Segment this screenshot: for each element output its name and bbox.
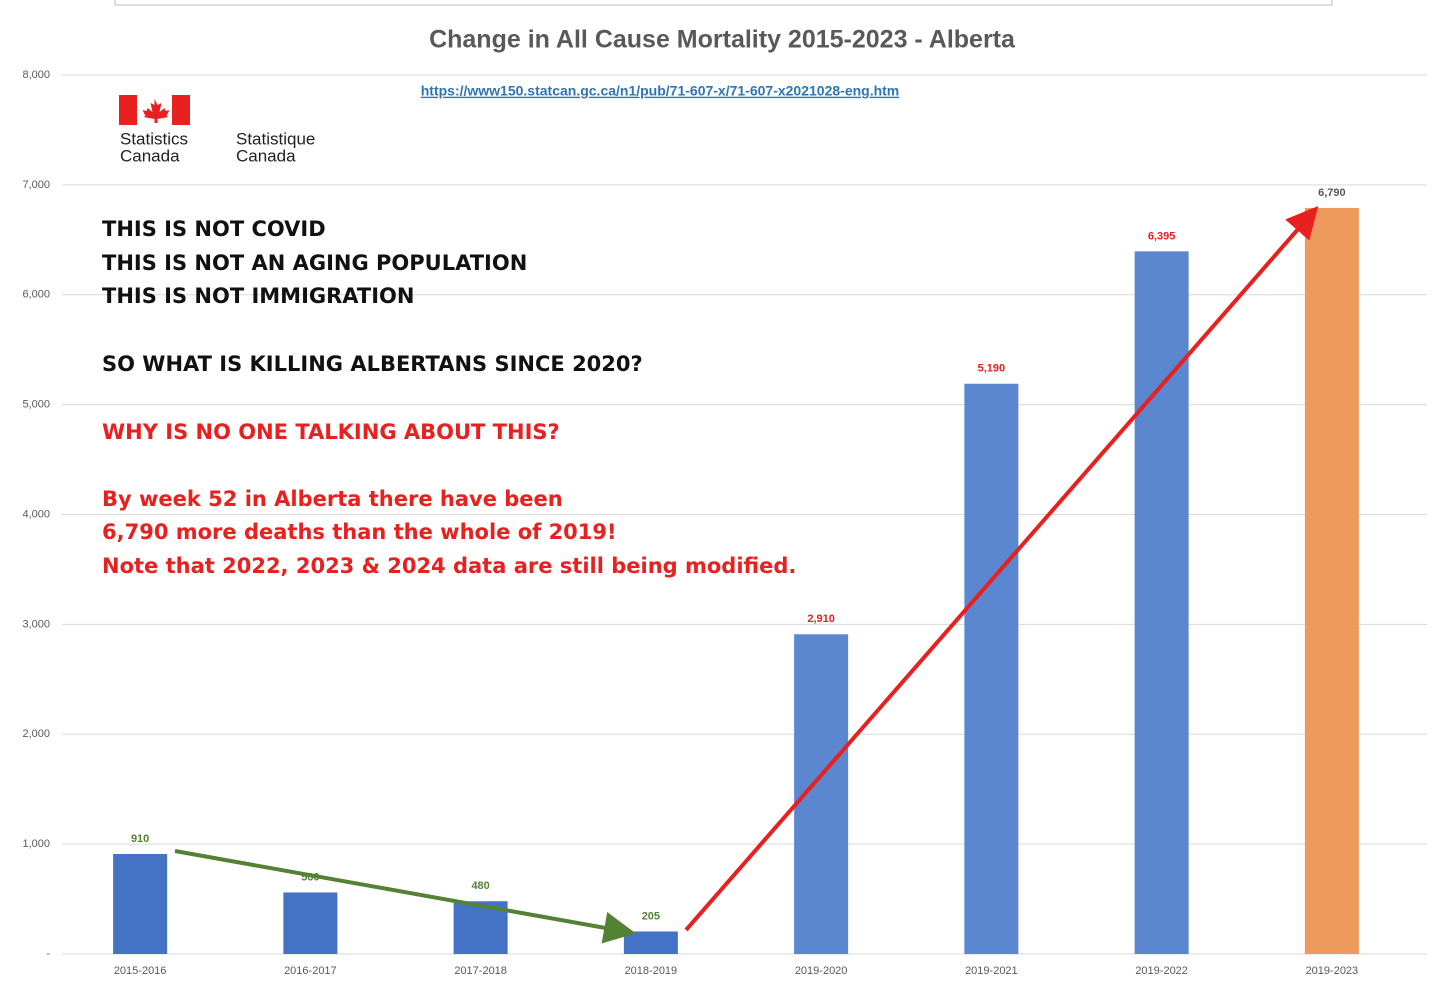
bar [623, 931, 678, 954]
x-tick-label: 2017-2018 [454, 965, 507, 977]
x-tick-label: 2015-2016 [114, 965, 167, 977]
logo-text: Statistics [120, 129, 188, 148]
value-label: 910 [131, 833, 149, 845]
value-label: 6,790 [1318, 187, 1346, 199]
y-tick-label: 3,000 [22, 618, 50, 630]
y-tick-label: 4,000 [22, 508, 50, 520]
x-tick-label: 2019-2020 [795, 965, 848, 977]
bar [113, 854, 168, 954]
x-tick-label: 2016-2017 [284, 965, 337, 977]
bar [964, 383, 1019, 954]
value-label: 480 [471, 880, 489, 892]
bars: 2015-20169102016-20175602017-20184802018… [113, 187, 1359, 977]
flag-bar [119, 95, 137, 125]
y-tick-label: 2,000 [22, 728, 50, 740]
x-tick-label: 2019-2021 [965, 965, 1018, 977]
logo-text: Canada [120, 146, 180, 165]
logo: Statistics Canada Statistique Canada [119, 95, 315, 165]
chart-title: Change in All Cause Mortality 2015-2023 … [429, 26, 1016, 54]
annotation: THIS IS NOT IMMIGRATION [102, 284, 414, 308]
value-label: 205 [642, 910, 660, 922]
annotation: WHY IS NO ONE TALKING ABOUT THIS? [102, 420, 560, 444]
y-tick-label: - [46, 948, 50, 960]
x-tick-label: 2019-2023 [1306, 965, 1359, 977]
annotation: 6,790 more deaths than the whole of 2019… [102, 520, 617, 544]
annotation: THIS IS NOT COVID [102, 217, 326, 241]
x-tick-label: 2019-2022 [1135, 965, 1188, 977]
y-tick-label: 7,000 [22, 179, 50, 191]
annotation: By week 52 in Alberta there have been [102, 487, 563, 511]
frame [114, 0, 1333, 6]
grid: - 1,000 2,000 3,000 4,000 5,000 6,000 7,000 8,00… [22, 69, 1427, 960]
annotation: Note that 2022, 2023 & 2024 data are sti… [102, 554, 796, 578]
value-label: 5,190 [978, 363, 1006, 375]
logo-text: Canada [236, 146, 296, 165]
bar [1304, 207, 1359, 955]
bar [1134, 251, 1189, 955]
x-tick-label: 2018-2019 [625, 965, 678, 977]
y-tick-label: 1,000 [22, 838, 50, 850]
annotation: THIS IS NOT AN AGING POPULATION [102, 251, 527, 275]
annotations: THIS IS NOT COVID THIS IS NOT AN AGING PO… [102, 217, 796, 578]
flag-bar [172, 95, 190, 125]
bar [283, 892, 338, 954]
trend-arrow [174, 849, 636, 944]
trend-arrow [684, 205, 1319, 932]
value-label: 2,910 [807, 613, 835, 625]
maple-leaf [142, 99, 170, 123]
value-label: 6,395 [1148, 230, 1176, 242]
annotation: SO WHAT IS KILLING ALBERTANS SINCE 2020? [102, 352, 643, 376]
y-tick-label: 6,000 [22, 289, 50, 301]
source-link[interactable]: https://www150.statcan.gc.ca/n1/pub/71-6… [421, 83, 900, 99]
y-tick-label: 5,000 [22, 399, 50, 411]
y-tick-label: 8,000 [22, 69, 50, 81]
logo-text: Statistique [236, 129, 315, 148]
